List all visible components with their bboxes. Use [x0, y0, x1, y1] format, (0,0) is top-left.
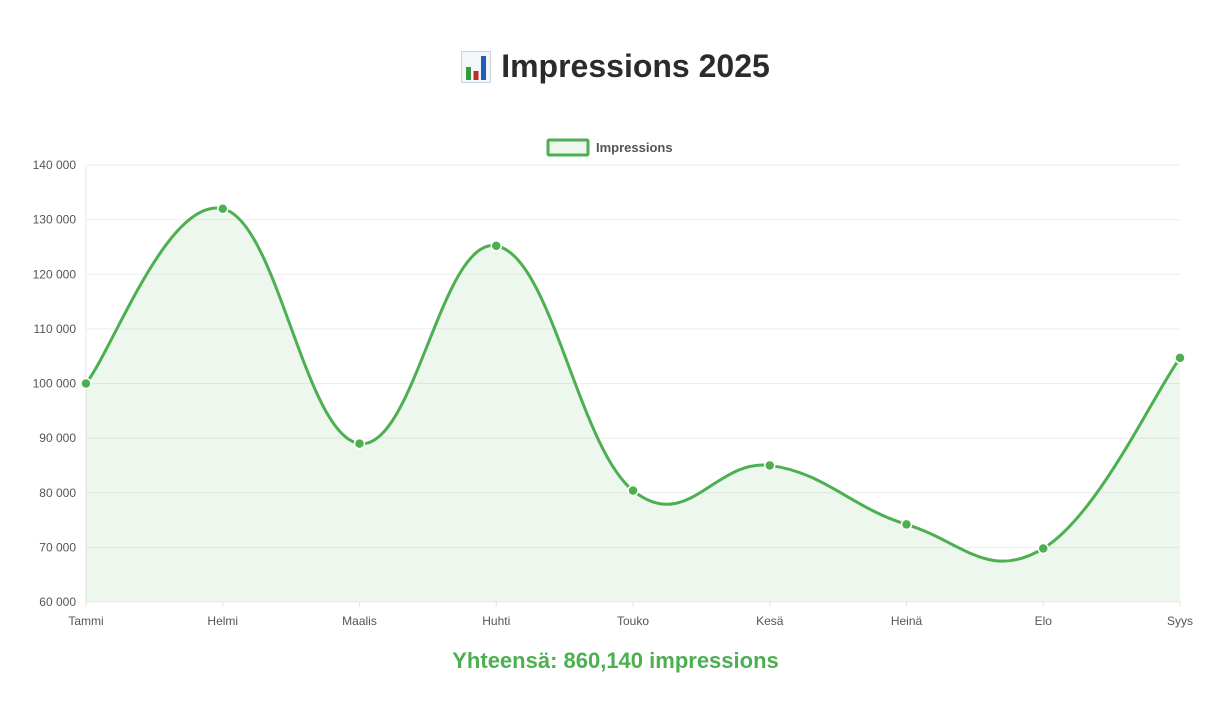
y-tick-label: 140 000 — [33, 158, 77, 172]
y-tick-label: 100 000 — [33, 377, 77, 391]
y-tick-label: 120 000 — [33, 267, 77, 281]
x-tick-label: Touko — [617, 614, 649, 628]
legend[interactable]: Impressions — [546, 138, 673, 157]
y-tick-label: 130 000 — [33, 213, 77, 227]
page-title-row: Impressions 2025 — [0, 48, 1231, 92]
x-tick-label: Elo — [1035, 614, 1053, 628]
y-tick-label: 90 000 — [39, 431, 76, 445]
bar-chart-icon — [461, 50, 492, 83]
data-point[interactable] — [627, 484, 639, 497]
area-fill-layer — [86, 208, 1180, 603]
y-tick-label: 80 000 — [39, 486, 76, 500]
data-point[interactable] — [764, 459, 776, 472]
y-tick-label: 110 000 — [34, 322, 77, 336]
data-point[interactable] — [353, 437, 366, 450]
x-tick-label: Heinä — [891, 614, 923, 628]
grid-lines — [85, 164, 1180, 603]
x-tick-label: Huhti — [482, 614, 510, 628]
data-point[interactable] — [1174, 352, 1186, 364]
total-summary: Yhteensä: 860,140 impressions — [452, 648, 779, 673]
x-tick-label: Helmi — [207, 614, 238, 628]
x-tick-label: Syys — [1167, 614, 1193, 628]
data-point[interactable] — [900, 518, 913, 531]
data-point[interactable] — [217, 202, 229, 215]
x-axis-ticks: Tammi Helmi Maalis Huhti Touko Kesä Heinä Elo Sy… — [68, 602, 1193, 628]
y-tick-label: 70 000 — [39, 540, 76, 554]
data-point[interactable] — [490, 240, 502, 252]
x-tick-label: Tammi — [68, 614, 103, 628]
data-point[interactable] — [1037, 542, 1049, 555]
data-points-layer — [80, 202, 1186, 555]
y-tick-label: 60 000 — [39, 595, 76, 609]
x-tick-label: Kesä — [756, 614, 784, 628]
y-axis-ticks: 60 000 70 000 80 000 90 000 100 000 110 000 12… — [33, 158, 77, 609]
legend-label: Impressions — [596, 140, 673, 155]
series-line-layer — [84, 206, 1182, 563]
legend-swatch — [546, 138, 590, 157]
page-title: Impressions 2025 — [501, 48, 770, 84]
data-point[interactable] — [80, 377, 92, 390]
series-line-impressions — [84, 206, 1182, 563]
x-tick-label: Maalis — [342, 614, 377, 628]
series-area-impressions — [86, 208, 1180, 603]
